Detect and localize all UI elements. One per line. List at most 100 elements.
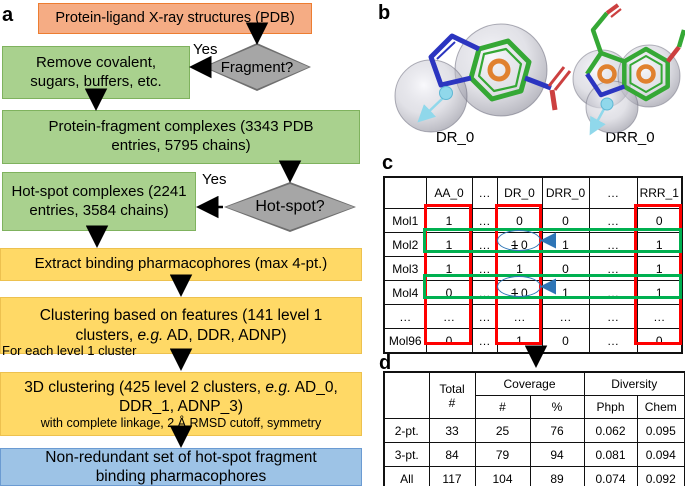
matrix-cell: 1	[496, 256, 543, 281]
molecule-dr0	[394, 23, 572, 133]
benzene-inner-ring-icon	[629, 55, 663, 93]
summary-cell: 33	[428, 418, 476, 443]
matrix-cell: 0	[541, 256, 590, 281]
matrix-row-label: Mol96	[383, 328, 427, 354]
summary-cell: 94	[529, 442, 585, 467]
methoxy-methyl-icon	[676, 29, 685, 48]
flow-box-feature-clustering: Clustering based on features (141 level …	[0, 297, 362, 354]
matrix-header-cell: RRR_1	[636, 176, 683, 209]
pharmacophore-sphere-icon	[585, 80, 639, 134]
matrix-cell: …	[471, 280, 498, 305]
summary-row-3pt: 3-pt. 84 79 94 0.081 0.094	[383, 442, 685, 467]
matrix-cell: …	[588, 328, 638, 354]
matrix-row-label: …	[383, 304, 427, 329]
nitro-oxygen-icon	[547, 66, 566, 87]
matrix-cell: 1	[636, 256, 683, 281]
matrix-cell: …	[588, 304, 638, 329]
matrix-cell: 0	[425, 328, 473, 354]
flow-box-protein-fragment-complexes: Protein-fragment complexes (3343 PDB ent…	[2, 110, 360, 164]
triazole-ring-icon	[428, 33, 481, 88]
flow-box-hotspot-complexes: Hot-spot complexes (2241 entries, 3584 c…	[2, 172, 196, 231]
summary-corner	[383, 371, 430, 419]
nitro-bond-icon	[524, 75, 552, 91]
summary-header-count: #	[474, 395, 531, 419]
matrix-header-cell: DRR_0	[541, 176, 590, 209]
flow-box-extract-pharmacophores: Extract binding pharmacophores (max 4-pt…	[0, 248, 362, 281]
summary-cell: 89	[529, 466, 585, 486]
flow-box-pdb-structures: Protein-ligand X-ray structures (PDB)	[38, 3, 312, 34]
matrix-row-ellipsis: … … … … … … …	[383, 304, 683, 329]
matrix-cell: …	[496, 304, 543, 329]
summary-cell: 117	[428, 466, 476, 486]
matrix-header-cell: …	[588, 176, 638, 209]
nitro-oxygen-icon	[553, 70, 572, 91]
matrix-cell: 1	[425, 208, 473, 233]
benzene-inner-ring-icon	[477, 47, 523, 93]
summary-row-2pt: 2-pt. 33 25 76 0.062 0.095	[383, 418, 685, 443]
matrix-cell: 0	[541, 208, 590, 233]
matrix-cell: 1	[636, 232, 683, 257]
molecule-label-drr0: DRR_0	[605, 129, 655, 146]
summary-header-coverage: Coverage	[474, 371, 585, 396]
matrix-cell: 1	[496, 328, 543, 354]
summary-row-label: 2-pt.	[383, 418, 430, 443]
matrix-cell: …	[471, 304, 498, 329]
flow-box-remove-covalent: Remove covalent, sugars, buffers, etc.	[2, 46, 190, 99]
matrix-cell: 1	[636, 280, 683, 305]
summary-cell: 104	[474, 466, 531, 486]
matrix-row-mol96: Mol96 0 … 1 0 … 0	[383, 328, 683, 354]
matrix-cell: 1	[425, 256, 473, 281]
yes-label-hotspot: Yes	[202, 171, 227, 188]
aromatic-feature-icon	[487, 58, 511, 82]
summary-row-label: All	[383, 466, 430, 486]
pharmacophore-sphere-icon	[617, 44, 681, 108]
summary-row-all: All 117 104 89 0.074 0.092	[383, 466, 685, 486]
panel-label-b: b	[378, 2, 391, 24]
matrix-cell: …	[588, 256, 638, 281]
matrix-row-mol3: Mol3 1 … 1 0 … 1	[383, 256, 683, 281]
loop-annotation: For each level 1 cluster	[2, 343, 137, 358]
summary-cell: 79	[474, 442, 531, 467]
matrix-cell: …	[541, 304, 590, 329]
matrix-cell: …	[636, 304, 683, 329]
donor-vector-icon	[417, 97, 444, 123]
matrix-cell: 0	[636, 328, 683, 354]
summary-header-chem: Chem	[636, 395, 685, 419]
matrix-cell: …	[588, 232, 638, 257]
summary-cell: 25	[474, 418, 531, 443]
decision-fragment: Fragment?	[203, 43, 311, 91]
matrix-cell: 1	[541, 280, 590, 305]
flow-box-3d-clustering: 3D clustering (425 level 2 clusters, e.g…	[0, 372, 362, 436]
panel-label-d: d	[379, 352, 392, 374]
donor-feature-icon	[600, 97, 614, 111]
matrix-cell: …	[588, 280, 638, 305]
matrix-row-label: Mol3	[383, 256, 427, 281]
summary-header-phph: Phph	[583, 395, 638, 419]
summary-row-label: 3-pt.	[383, 442, 430, 467]
summary-cell: 0.062	[583, 418, 638, 443]
matrix-cell: …	[425, 304, 473, 329]
matrix-cell: 0	[541, 328, 590, 354]
matrix-cell: …	[471, 232, 498, 257]
summary-cell: 0.092	[636, 466, 685, 486]
matrix-header-cell: …	[471, 176, 498, 209]
donor-feature-icon	[439, 86, 453, 100]
matrix-cell: 1	[541, 232, 590, 257]
matrix-header-row: AA_0 … DR_0 DRR_0 … RRR_1	[383, 176, 683, 209]
double-bond-icon	[436, 41, 456, 60]
oxygen-bond-icon	[605, 3, 620, 15]
summary-header-diversity: Diversity	[583, 371, 685, 396]
substituent-chain-icon	[590, 11, 609, 54]
matrix-cell: …	[471, 328, 498, 354]
aromatic-feature-icon	[636, 64, 656, 84]
pyrrole-nitrogen-icon	[585, 72, 626, 98]
summary-cell: 0.094	[636, 442, 685, 467]
matrix-cell: 1	[425, 232, 473, 257]
matrix-cell: 0	[636, 208, 683, 233]
pyrrole-ring-icon	[585, 50, 626, 76]
matrix-cell: …	[471, 256, 498, 281]
